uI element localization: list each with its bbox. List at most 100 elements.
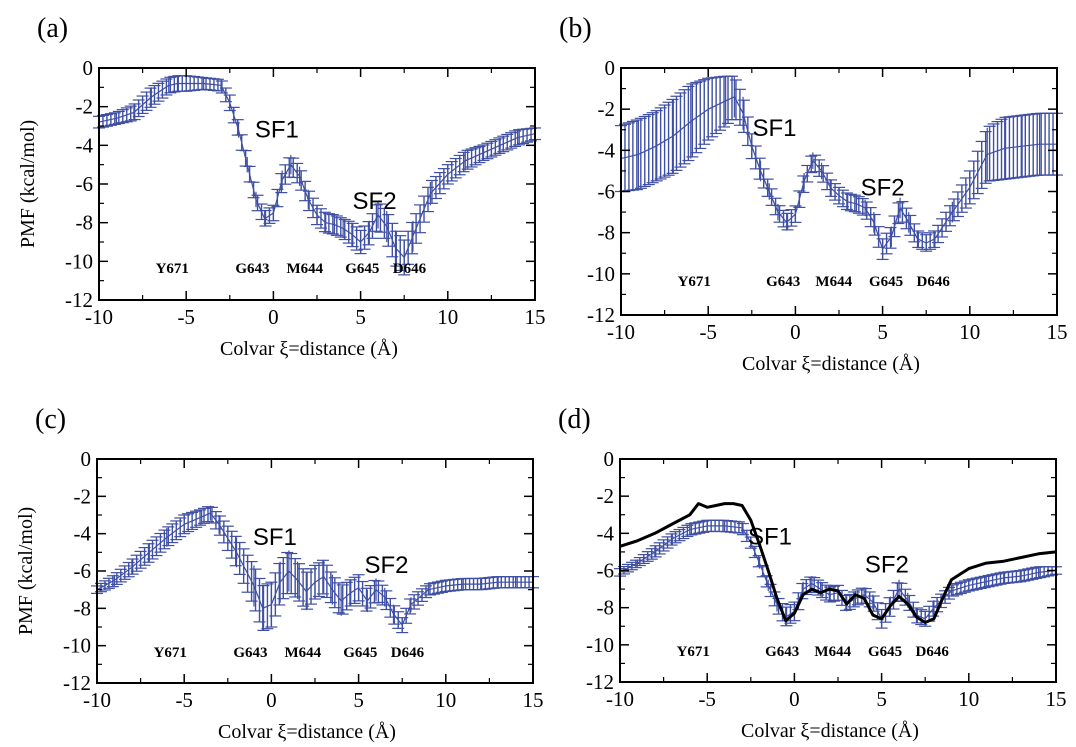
y-tick-label: -12 [65, 288, 93, 312]
y-tick-label: -6 [598, 180, 616, 204]
annotation-label: SF1 [748, 523, 792, 550]
residue-label: G645 [868, 644, 902, 660]
series-0 [614, 519, 1062, 629]
residue-label: M644 [814, 644, 851, 660]
y-tick-label: 0 [81, 447, 92, 471]
annotation-label: SF1 [752, 115, 796, 142]
panel-label: (b) [559, 13, 592, 44]
x-tick-label: 15 [1047, 320, 1068, 344]
x-tick-label: 5 [876, 687, 887, 711]
y-tick-label: 0 [604, 447, 615, 471]
x-tick-label: 5 [355, 305, 366, 329]
y-tick-label: -4 [597, 521, 615, 545]
x-tick-label: -5 [699, 320, 717, 344]
y-tick-label: -6 [76, 172, 94, 196]
series-line [620, 96, 1057, 250]
residue-label: M644 [815, 274, 852, 290]
residue-label: G645 [343, 645, 377, 661]
x-tick-label: 10 [437, 305, 458, 329]
y-tick-label: -6 [597, 559, 615, 583]
series-0 [91, 505, 539, 634]
y-tick-label: -10 [63, 634, 91, 658]
annotation-label: SF1 [253, 524, 297, 551]
y-tick-label: -2 [76, 95, 94, 119]
x-tick-label: 15 [525, 305, 546, 329]
residue-label: D646 [393, 261, 427, 277]
panel-label: (a) [37, 13, 68, 44]
residue-label: Y671 [156, 261, 189, 277]
x-tick-label: 10 [959, 320, 980, 344]
x-tick-label: 10 [435, 688, 456, 712]
x-tick-label: -10 [83, 688, 111, 712]
residue-label: G645 [869, 274, 903, 290]
annotation-label: SF2 [364, 552, 408, 579]
residue-label: G643 [765, 644, 799, 660]
y-tick-label: -4 [598, 138, 616, 162]
y-tick-label: -10 [587, 262, 615, 286]
residue-label: M644 [286, 261, 323, 277]
annotation-label: SF1 [255, 117, 299, 144]
residue-label: G643 [235, 261, 269, 277]
y-tick-label: -12 [587, 303, 615, 327]
residue-label: M644 [284, 645, 321, 661]
x-axis-title: Colvar ξ=distance (Å) [220, 338, 398, 360]
y-tick-label: -12 [63, 671, 91, 695]
x-tick-label: 0 [789, 687, 800, 711]
y-tick-label: -4 [74, 522, 92, 546]
annotation-label: SF2 [353, 188, 397, 215]
annotation-label: SF2 [861, 175, 905, 202]
y-tick-label: -2 [74, 484, 92, 508]
x-tick-label: -10 [606, 687, 634, 711]
x-tick-label: 5 [877, 320, 888, 344]
x-tick-label: -10 [85, 305, 113, 329]
annotation-label: SF2 [865, 551, 909, 578]
residue-label: Y671 [154, 645, 187, 661]
x-tick-label: 0 [790, 320, 801, 344]
series-0 [615, 75, 1063, 261]
x-axis-title: Colvar ξ=distance (Å) [218, 721, 396, 743]
series-line [96, 512, 533, 626]
y-axis-title: PMF (kcal/mol) [15, 507, 37, 635]
y-tick-label: 0 [83, 56, 94, 80]
residue-label: G645 [345, 261, 379, 277]
y-tick-label: -8 [74, 596, 92, 620]
series-line [619, 502, 1057, 624]
residue-label: G643 [766, 274, 800, 290]
residue-label: G643 [233, 645, 267, 661]
x-tick-label: -5 [698, 687, 716, 711]
panel-label: (d) [558, 404, 591, 435]
x-axis-title: Colvar ξ=distance (Å) [742, 353, 920, 375]
x-tick-label: -5 [175, 688, 193, 712]
y-tick-label: -10 [586, 633, 614, 657]
x-tick-label: 5 [353, 688, 364, 712]
y-tick-label: -8 [598, 221, 616, 245]
x-tick-label: 15 [1046, 687, 1067, 711]
residue-label: D646 [916, 644, 950, 660]
series-1 [619, 502, 1057, 624]
y-tick-label: -8 [597, 596, 615, 620]
y-tick-label: -12 [586, 670, 614, 694]
y-tick-label: -10 [65, 249, 93, 273]
y-axis-title: PMF (kcal/mol) [17, 120, 39, 248]
y-tick-label: 0 [605, 56, 616, 80]
residue-label: Y671 [677, 644, 710, 660]
panel-label: (c) [35, 404, 66, 435]
y-tick-label: -6 [74, 559, 92, 583]
x-tick-label: 15 [523, 688, 544, 712]
x-tick-label: 0 [266, 688, 277, 712]
residue-label: D646 [917, 274, 951, 290]
series-line [98, 82, 536, 259]
x-tick-label: -5 [177, 305, 195, 329]
x-axis-title: Colvar ξ=distance (Å) [741, 720, 919, 742]
y-tick-label: -4 [76, 133, 94, 157]
x-tick-label: 0 [268, 305, 279, 329]
x-tick-label: -10 [607, 320, 635, 344]
y-tick-label: -8 [76, 211, 94, 235]
x-tick-label: 10 [958, 687, 979, 711]
y-tick-label: -2 [598, 97, 616, 121]
